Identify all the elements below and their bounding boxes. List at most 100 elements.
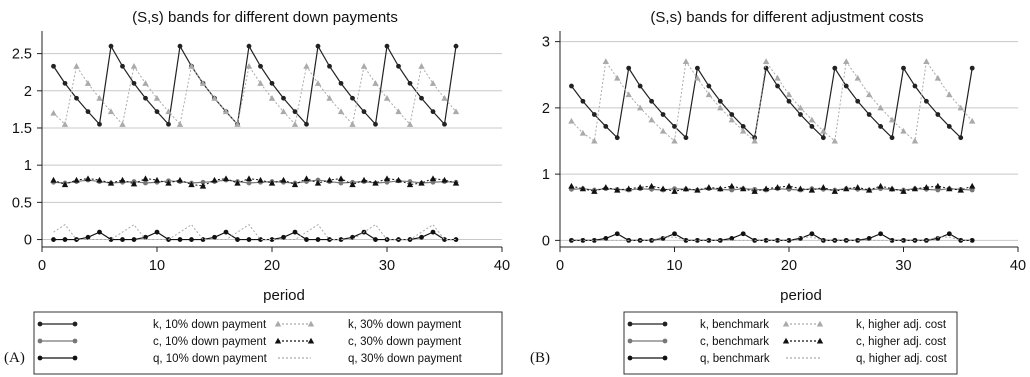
data-point (337, 175, 345, 182)
data-point (246, 43, 252, 49)
data-point (291, 121, 299, 127)
legend-label: k, higher adj. cost (856, 319, 947, 331)
data-point (785, 91, 793, 98)
data-point (97, 229, 102, 235)
data-point (740, 231, 746, 237)
data-point (775, 237, 780, 243)
data-point (372, 80, 379, 86)
data-point (603, 235, 609, 241)
x-tick-label: 40 (1010, 258, 1026, 274)
data-point (234, 121, 241, 127)
data-point (740, 127, 747, 134)
data-point (969, 237, 975, 243)
data-point (314, 80, 322, 86)
data-point (934, 74, 942, 81)
data-point (843, 83, 849, 89)
data-point (614, 74, 621, 81)
data-point (969, 117, 976, 124)
data-point (142, 80, 149, 86)
x-tick-label: 0 (556, 258, 564, 274)
data-point (360, 176, 368, 183)
legend-marker (662, 355, 668, 361)
data-point (602, 184, 609, 190)
data-point (291, 181, 299, 188)
data-point (395, 176, 402, 183)
data-point (315, 43, 321, 49)
data-point (176, 176, 184, 183)
data-point (349, 121, 356, 127)
x-tick-label: 0 (38, 258, 46, 274)
data-point (430, 109, 436, 115)
data-point (729, 187, 735, 193)
data-point (211, 176, 218, 183)
data-point (189, 237, 194, 242)
data-point (373, 121, 378, 127)
data-point (62, 237, 68, 242)
legend-marker (307, 337, 315, 344)
data-point (257, 176, 264, 183)
data-point (165, 179, 172, 186)
data-point (396, 63, 401, 69)
data-point (798, 112, 803, 117)
data-point (383, 175, 391, 182)
data-point (785, 182, 793, 189)
legend-marker (627, 321, 633, 327)
data-point (580, 98, 586, 104)
data-point (453, 237, 459, 242)
data-point (223, 229, 229, 235)
data-point (797, 185, 804, 192)
data-point (419, 234, 424, 240)
data-point (946, 185, 953, 192)
legend-label: q, benchmark (700, 353, 770, 365)
data-point (682, 185, 690, 192)
data-point (119, 176, 126, 183)
data-point (763, 237, 769, 243)
series-line (53, 44, 457, 126)
data-point (130, 63, 138, 69)
data-point (636, 104, 644, 111)
data-point (889, 135, 895, 141)
legend-marker (72, 338, 78, 344)
data-point (326, 176, 333, 183)
data-point (660, 112, 666, 117)
series-2 (51, 229, 459, 242)
data-point (441, 176, 448, 183)
series-line (53, 224, 456, 241)
data-point (61, 181, 69, 188)
data-point (154, 109, 160, 115)
x-axis-label: period (780, 287, 822, 304)
data-point (924, 98, 929, 104)
data-point (349, 181, 356, 188)
data-point (85, 109, 91, 115)
data-point (969, 65, 975, 71)
data-point (774, 74, 781, 81)
y-tick-label: 3 (542, 35, 550, 51)
data-point (281, 95, 286, 101)
data-point (153, 95, 161, 101)
data-point (406, 121, 414, 127)
data-point (877, 182, 884, 189)
data-point (717, 104, 724, 111)
data-point (935, 187, 941, 193)
data-point (142, 175, 149, 182)
data-point (199, 80, 207, 86)
data-point (659, 185, 667, 192)
x-tick-label: 20 (264, 258, 280, 274)
data-point (569, 83, 574, 89)
series-4 (50, 175, 460, 189)
x-tick-label: 30 (379, 258, 395, 274)
x-axis-label: period (263, 287, 305, 304)
data-point (338, 80, 344, 86)
data-point (429, 80, 437, 86)
legend-marker (816, 320, 824, 327)
data-point (923, 184, 930, 190)
data-point (245, 175, 253, 182)
data-point (878, 231, 883, 237)
data-point (762, 58, 770, 65)
y-tick-label: 2 (542, 101, 550, 117)
data-point (969, 182, 976, 189)
series-4 (568, 182, 976, 194)
data-point (694, 186, 701, 193)
data-point (222, 175, 230, 182)
data-point (637, 83, 643, 89)
